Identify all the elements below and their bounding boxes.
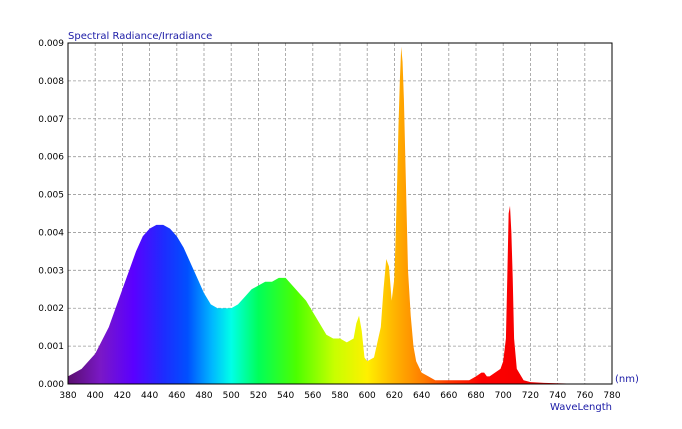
y-tick-label: 0.007	[38, 115, 64, 125]
x-tick-label: 500	[223, 391, 240, 401]
x-tick-label: 600	[359, 391, 376, 401]
y-tick-label: 0.006	[38, 153, 64, 163]
x-unit-label: (nm)	[615, 374, 639, 385]
x-tick-label: 560	[304, 391, 321, 401]
spectrum-area	[68, 46, 612, 384]
x-axis-label: WaveLength	[550, 402, 612, 413]
y-tick-label: 0.001	[38, 342, 64, 352]
x-tick-label: 760	[576, 391, 593, 401]
plot-border	[67, 42, 613, 385]
x-tick-label: 700	[495, 391, 512, 401]
x-tick-label: 620	[386, 391, 403, 401]
x-tick-label: 780	[603, 391, 620, 401]
y-tick-label: 0.008	[38, 77, 64, 87]
x-tick-label: 580	[331, 391, 348, 401]
y-tick-label: 0.004	[38, 228, 64, 238]
y-tick-label: 0.009	[38, 39, 64, 49]
x-tick-label: 420	[114, 391, 131, 401]
x-tick-label: 640	[413, 391, 430, 401]
y-tick-label: 0.003	[38, 266, 64, 276]
x-tick-label: 720	[522, 391, 539, 401]
x-axis-ticks: 380 400 420 440 460 480 500 520 540 560 580 600 620 6…	[59, 391, 620, 401]
y-tick-label: 0.005	[38, 191, 64, 201]
x-tick-label: 460	[168, 391, 185, 401]
x-tick-label: 480	[195, 391, 212, 401]
x-tick-label: 680	[467, 391, 484, 401]
y-tick-label: 0.000	[38, 380, 64, 390]
x-tick-label: 660	[440, 391, 457, 401]
x-tick-label: 740	[549, 391, 566, 401]
x-tick-label: 520	[250, 391, 267, 401]
x-tick-label: 440	[141, 391, 158, 401]
y-tick-label: 0.002	[38, 304, 64, 314]
y-axis-ticks: 0.000 0.001 0.002 0.003 0.004 0.005 0.006 0.007…	[38, 39, 64, 390]
x-tick-label: 380	[59, 391, 76, 401]
y-axis-label: Spectral Radiance/Irradiance	[68, 31, 212, 42]
x-tick-label: 540	[277, 391, 294, 401]
x-tick-label: 400	[87, 391, 104, 401]
